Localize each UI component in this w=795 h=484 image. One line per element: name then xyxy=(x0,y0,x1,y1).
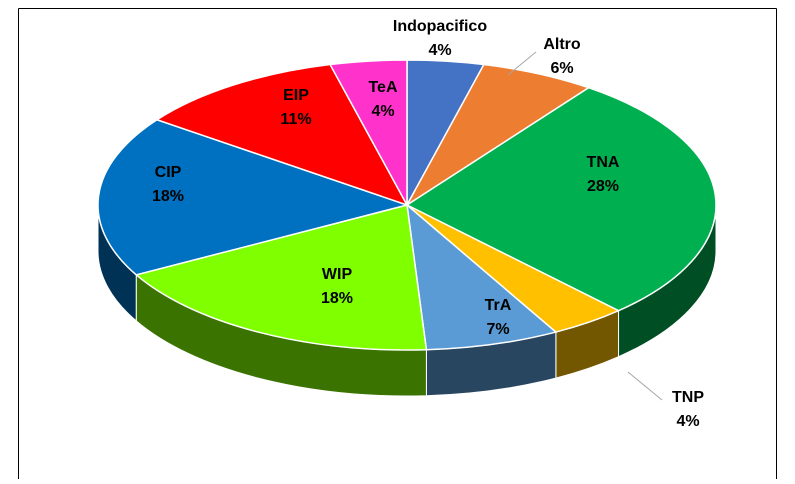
slice-label-name: WIP xyxy=(322,266,353,283)
leader-line xyxy=(507,51,537,76)
slice-label-name: TrA xyxy=(485,297,512,314)
pie-tops xyxy=(97,59,717,351)
frame xyxy=(18,8,777,479)
slice-label-name: TNA xyxy=(587,154,620,171)
slice-label-value: 11% xyxy=(280,111,311,128)
pie-slice xyxy=(97,118,410,276)
pie-slice xyxy=(155,63,409,207)
leader-line xyxy=(627,371,663,401)
slice-label-name: TNP xyxy=(672,389,704,406)
slice-label-name: Indopacifico xyxy=(393,18,487,35)
slice-label-name: Altro xyxy=(543,36,581,53)
slice-label-value: 18% xyxy=(321,290,353,307)
slice-label-name: CIP xyxy=(155,164,182,181)
pie-slice xyxy=(405,203,558,351)
slice-label-value: 18% xyxy=(152,188,184,205)
pie-slice xyxy=(405,86,717,312)
slice-label-value: 4% xyxy=(371,103,394,120)
labels: Indopacifico 4% Altro 6% TNA 28% TNP 4% TrA 7% WIP… xyxy=(152,18,704,430)
slice-label-value: 4% xyxy=(428,42,451,59)
slice-label-value: 28% xyxy=(587,178,619,195)
pie-slice xyxy=(134,204,428,351)
pie-slice xyxy=(328,59,408,206)
slice-label-value: 6% xyxy=(550,60,573,77)
slice-label-name: EIP xyxy=(283,87,309,104)
pie-sides xyxy=(97,204,717,397)
slice-label-value: 7% xyxy=(486,321,509,338)
slice-label-value: 4% xyxy=(676,413,699,430)
slice-label-name: TeA xyxy=(368,79,397,96)
